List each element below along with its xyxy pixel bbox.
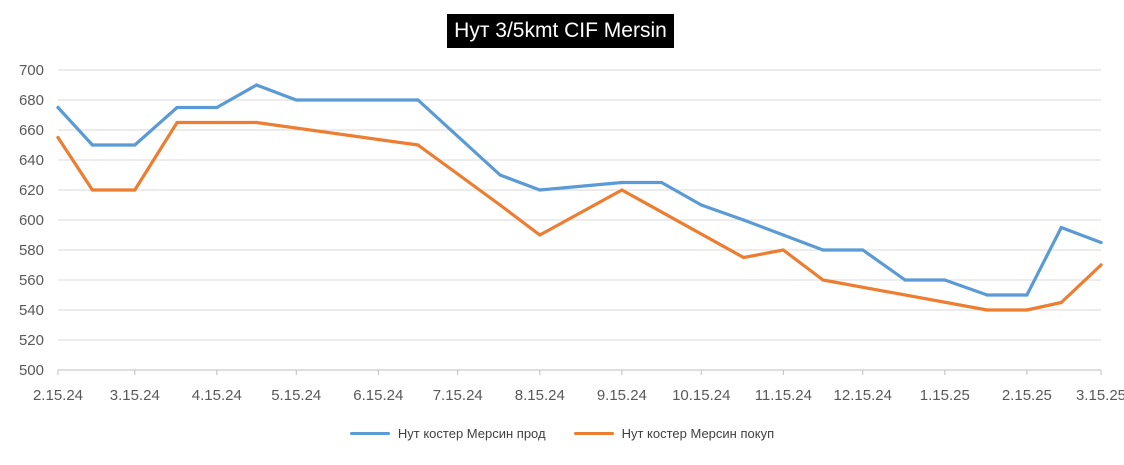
x-axis-ticks: 2.15.24 3.15.24 4.15.24 5.15.24 6.15.24 7.15.…	[33, 370, 1124, 404]
legend-item-buy: Нут костер Мерсин покуп	[573, 426, 775, 441]
chart-title: Нут 3/5kmt CIF Mersin	[447, 14, 674, 48]
data-point	[821, 248, 825, 252]
data-point	[175, 120, 179, 125]
legend: Нут костер Мерсин прод Нут костер Мерсин…	[0, 426, 1124, 441]
data-point	[215, 120, 219, 125]
data-point	[781, 248, 785, 252]
x-tick-label: 2.15.25	[1002, 387, 1052, 404]
data-point	[1059, 300, 1063, 305]
y-tick-label: 540	[19, 302, 44, 319]
data-point	[175, 105, 179, 110]
x-tick-label: 3.15.24	[110, 387, 160, 404]
data-point	[985, 308, 989, 312]
data-point	[620, 180, 624, 185]
x-tick-label: 4.15.24	[192, 387, 242, 404]
data-point	[781, 233, 785, 237]
data-point	[254, 83, 259, 87]
data-point	[985, 293, 989, 297]
y-axis-ticks: 500 520 540 560 580 600 620 640 660 680 700	[19, 62, 44, 379]
data-point	[821, 278, 825, 282]
data-point	[742, 255, 746, 260]
data-point	[742, 218, 746, 222]
x-tick-label: 10.15.24	[672, 387, 730, 404]
data-point	[1025, 308, 1029, 312]
data-point	[538, 233, 542, 237]
y-tick-label: 520	[19, 332, 44, 349]
data-point	[498, 173, 502, 177]
data-point	[861, 248, 865, 252]
y-tick-label: 660	[19, 122, 44, 139]
gridlines	[58, 69, 1101, 371]
data-point	[56, 105, 60, 110]
y-tick-label: 560	[19, 272, 44, 289]
x-tick-label: 5.15.24	[271, 387, 321, 404]
data-point	[294, 98, 298, 102]
data-point	[416, 143, 420, 147]
y-tick-label: 580	[19, 242, 44, 259]
x-tick-label: 6.15.24	[353, 387, 403, 404]
legend-swatch-buy	[573, 432, 614, 435]
legend-item-sell: Нут костер Мерсин прод	[349, 426, 546, 441]
data-point	[133, 143, 137, 147]
data-point	[699, 203, 703, 207]
legend-swatch-sell	[349, 432, 390, 435]
y-tick-label: 680	[19, 92, 44, 109]
data-point	[90, 188, 95, 192]
x-tick-label: 3.15.25	[1076, 387, 1124, 404]
data-point	[1059, 225, 1063, 230]
y-tick-label: 620	[19, 182, 44, 199]
series-lines	[56, 83, 1103, 312]
data-point	[416, 98, 420, 102]
data-point	[215, 105, 219, 110]
x-tick-label: 2.15.24	[33, 387, 83, 404]
data-point	[498, 203, 502, 207]
legend-label-buy: Нут костер Мерсин покуп	[621, 426, 775, 441]
x-tick-label: 9.15.24	[597, 387, 647, 404]
data-point	[90, 143, 95, 147]
data-point	[903, 278, 907, 282]
data-point	[133, 188, 137, 192]
x-tick-label: 8.15.24	[515, 387, 565, 404]
x-tick-label: 7.15.24	[433, 387, 483, 404]
legend-label-sell: Нут костер Мерсин прод	[397, 426, 546, 441]
y-tick-label: 640	[19, 152, 44, 169]
data-point	[659, 180, 664, 185]
series-line-buy	[56, 120, 1103, 312]
data-point	[620, 188, 624, 192]
x-tick-label: 12.15.24	[834, 387, 892, 404]
x-tick-label: 1.15.25	[920, 387, 970, 404]
data-point	[538, 188, 542, 192]
data-point	[1099, 240, 1103, 245]
y-tick-label: 600	[19, 212, 44, 229]
data-point	[1099, 263, 1103, 267]
y-tick-label: 500	[19, 362, 44, 379]
x-tick-label: 11.15.24	[755, 387, 812, 404]
y-tick-label: 700	[19, 62, 44, 79]
data-point	[254, 120, 259, 125]
data-point	[1025, 293, 1029, 297]
data-point	[56, 135, 60, 140]
data-point	[943, 278, 947, 282]
